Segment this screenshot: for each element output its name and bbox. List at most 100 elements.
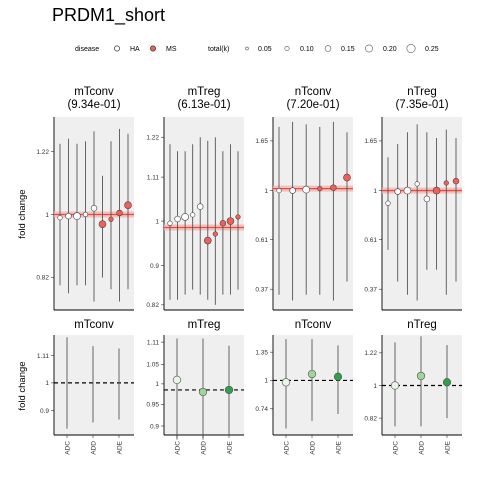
y-tick-label: 1.22 <box>36 149 49 156</box>
legend-size-3: 0.15 <box>341 46 355 53</box>
y-tick-label: 0.61 <box>364 237 377 244</box>
x-tick-label: ADE <box>226 440 233 454</box>
panel-title: mTreg <box>188 319 221 331</box>
panel-title: nTconv <box>295 86 332 98</box>
y-tick-label: 1.35 <box>255 349 268 356</box>
panel-background <box>164 117 244 310</box>
y-tick-label: 1.11 <box>147 174 160 181</box>
x-tick-label: ADE <box>116 440 123 454</box>
y-tick-label: 1 <box>264 378 268 385</box>
data-point-ha <box>276 187 282 194</box>
legend: disease HA MS total(k) 0.05 0.10 0.15 0.… <box>75 43 439 53</box>
x-tick-label: ADD <box>200 441 207 455</box>
y-tick-label: 1.65 <box>255 138 268 145</box>
y-tick-label: 1.11 <box>147 339 160 346</box>
panel-mtconv-bottom: mTconv 0.9 1 1.11 ADC ADD ADE <box>37 319 134 455</box>
y-tick-label: 0.37 <box>255 286 268 293</box>
legend-size-2: 0.10 <box>300 46 314 53</box>
data-point-ms <box>98 220 107 228</box>
panels: mTconv(9.34e-01)0.8211.22mTreg(6.13e-01)… <box>36 86 462 455</box>
panel-ntconv-bottom: nTconv 0.74 1 1.35 ADC ADD ADE <box>255 319 353 455</box>
y-tick-label: 0.82 <box>364 415 377 422</box>
panel-title: mTconv <box>74 86 114 98</box>
x-tick-label: ADC <box>64 441 71 455</box>
data-point-ha <box>197 203 204 210</box>
y-tick-label: 1 <box>155 381 159 388</box>
x-tick-label: ADD <box>309 441 316 455</box>
data-point-ms <box>203 236 212 245</box>
legend-size-4: 0.20 <box>383 46 397 53</box>
y-tick-label: 0.9 <box>150 263 159 270</box>
panel-title: nTreg <box>407 86 437 98</box>
y-tick-label: 0.9 <box>150 423 159 430</box>
y-tick-label: 1 <box>155 218 159 225</box>
legend-ms-swatch <box>150 45 156 52</box>
data-point-ha <box>423 195 431 203</box>
panel-background <box>382 117 462 310</box>
data-point-ha <box>174 215 181 223</box>
y-tick-label: 0.61 <box>255 237 268 244</box>
x-tick-label: ADE <box>335 440 342 454</box>
panel-subtitle: (7.20e-01) <box>286 99 339 111</box>
legend-size-5: 0.25 <box>425 46 439 53</box>
data-point-ha <box>181 213 189 221</box>
data-point <box>281 378 291 387</box>
panel-subtitle: (7.35e-01) <box>395 99 448 111</box>
legend-ms-label: MS <box>166 46 177 53</box>
data-point <box>198 387 208 397</box>
y-tick-label: 1 <box>264 188 268 195</box>
y-tick-label: 1 <box>373 188 377 195</box>
panel-title: mTreg <box>188 86 221 98</box>
panel-ntreg-bottom: nTreg 0.82 1 1.22 ADC ADD ADE <box>364 319 462 455</box>
data-point-ms <box>116 209 123 217</box>
panel-title: nTreg <box>407 319 437 331</box>
panel-mtreg-bottom: mTreg 0.9 0.95 1 1.05 1.11 ADC ADD ADE <box>146 319 244 455</box>
panel-ntreg-top: nTreg(7.35e-01) 0.37 0.61 1 1.65 <box>364 86 462 311</box>
y-axis-label-bottom: fold change <box>17 361 28 410</box>
data-point-ms <box>343 173 351 182</box>
data-point-ms <box>235 214 241 220</box>
data-point-ms <box>330 184 337 191</box>
panel-subtitle: (9.34e-01) <box>67 99 120 111</box>
data-point-ha <box>385 200 391 206</box>
legend-disease-title: disease <box>75 46 99 53</box>
data-point <box>333 372 343 381</box>
x-tick-label: ADC <box>283 441 290 455</box>
panel-background <box>164 335 244 435</box>
data-point-ha <box>302 185 311 194</box>
y-tick-label: 0.9 <box>40 408 49 415</box>
legend-size-swatch-2 <box>284 45 290 51</box>
data-point-ha <box>167 220 173 226</box>
data-point-ha <box>90 205 98 212</box>
legend-size-title: total(k) <box>208 46 229 53</box>
data-point <box>224 385 234 395</box>
y-tick-label: 0.95 <box>146 402 159 409</box>
y-tick-label: 1.22 <box>364 350 377 357</box>
panel-background <box>273 117 353 310</box>
data-point-ha <box>403 186 412 195</box>
y-axis-label-top: fold change <box>17 189 28 238</box>
data-point-ms <box>219 220 227 227</box>
data-point <box>416 371 426 381</box>
data-point-ms <box>443 180 449 186</box>
data-point <box>307 369 317 379</box>
legend-size-swatch-1 <box>245 46 249 51</box>
data-point-ms <box>212 231 218 237</box>
y-tick-label: 1.22 <box>146 135 159 142</box>
legend-size-swatch-4 <box>365 44 373 53</box>
data-point-ha <box>73 212 81 220</box>
data-point-ha <box>65 212 72 220</box>
panel-title: nTconv <box>295 319 332 331</box>
y-tick-label: 0.82 <box>146 302 159 309</box>
y-tick-label: 1.11 <box>37 353 50 360</box>
data-point-ms <box>317 186 323 192</box>
panel-ntconv-top: nTconv(7.20e-01) 0.37 0.61 1 1.65 <box>255 86 353 311</box>
data-point-ha <box>190 212 196 218</box>
y-tick-label: 1.05 <box>146 362 159 369</box>
panel-mtreg-top: mTreg(6.13e-01) 0.82 0.9 1 1.11 1.22 <box>146 86 244 311</box>
y-tick-label: 1 <box>373 383 377 390</box>
legend-size-swatch-5 <box>406 43 416 53</box>
data-point-ms <box>432 186 441 195</box>
panel-subtitle: (6.13e-01) <box>177 99 230 111</box>
